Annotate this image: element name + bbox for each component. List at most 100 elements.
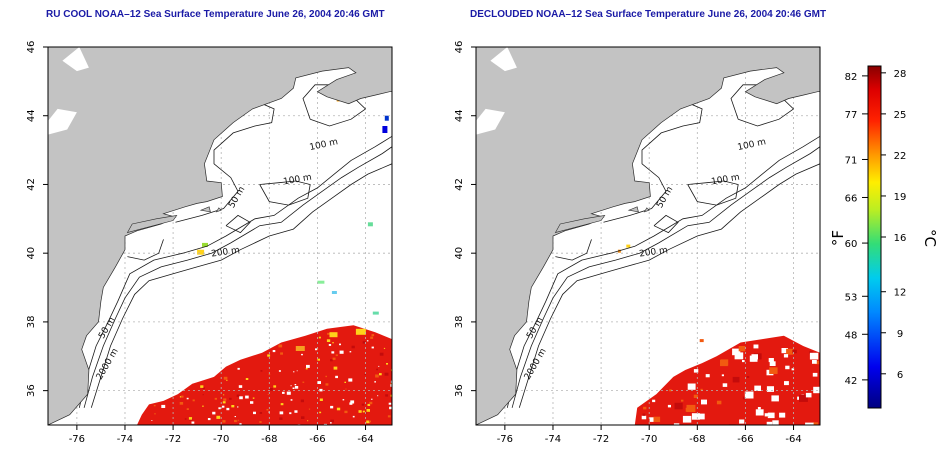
sst-speckle	[161, 404, 166, 408]
sst-speckle	[348, 378, 353, 382]
sst-speckle	[267, 354, 271, 357]
sst-speckle	[179, 402, 184, 405]
sst-speckle	[325, 383, 329, 386]
sst-patch	[295, 346, 305, 351]
sst-speckle	[305, 368, 308, 370]
y-tick-label: 44	[454, 109, 465, 122]
sst-speckle	[722, 383, 728, 387]
sst-speckle	[805, 392, 812, 398]
celsius-tick-label: 28	[894, 69, 907, 80]
depth-contour	[506, 135, 820, 408]
contour-label: 2000 m	[95, 347, 121, 382]
sst-speckle	[764, 413, 769, 417]
sst-speckle	[226, 379, 228, 381]
sst-speckle	[642, 413, 646, 416]
sst-speckle	[351, 345, 355, 349]
fahrenheit-tick-label: 42	[845, 376, 858, 387]
sst-speckle	[237, 367, 240, 370]
sst-speckle	[681, 399, 684, 402]
sst-speckle	[667, 404, 671, 408]
sst-speckle	[250, 401, 254, 404]
sst-speckle	[293, 371, 295, 373]
sst-speckle	[371, 334, 375, 337]
sst-speckle	[791, 368, 795, 371]
sst-patch	[384, 115, 389, 121]
sst-speckle	[331, 351, 335, 354]
sst-speckle-layer	[641, 344, 820, 425]
land-mass	[476, 47, 820, 425]
sst-speckle	[266, 409, 269, 411]
sst-speckle	[231, 405, 235, 408]
sst-speckle	[686, 404, 696, 412]
sst-speckle-layer	[151, 330, 392, 425]
sst-speckle	[330, 405, 334, 409]
depth-contour	[225, 214, 251, 234]
sst-speckle	[317, 358, 320, 361]
sst-speckle	[186, 397, 189, 400]
lake	[490, 47, 517, 72]
sst-speckle	[319, 411, 322, 414]
sst-speckle	[188, 417, 193, 420]
sst-speckle	[693, 394, 698, 398]
sst-speckle	[772, 420, 779, 425]
sst-speckle	[757, 407, 761, 410]
sst-patch	[202, 242, 208, 247]
sst-speckle	[383, 347, 386, 349]
sst-speckle	[792, 349, 797, 354]
sst-speckle	[330, 359, 333, 362]
sst-speckle	[192, 399, 195, 402]
colorbar-gradient	[867, 65, 882, 409]
sst-speckle	[330, 422, 332, 424]
sst-speckle	[316, 348, 319, 350]
sst-speckle	[207, 418, 211, 421]
sst-speckle	[742, 360, 745, 363]
sst-speckle	[330, 419, 334, 423]
x-tick-label: -76	[69, 434, 85, 445]
sst-speckle	[317, 381, 321, 384]
sst-speckle	[236, 394, 240, 397]
y-tick-label: 38	[454, 316, 465, 329]
sst-speckle	[349, 402, 353, 405]
sst-speckle	[716, 400, 722, 405]
sst-speckle	[767, 412, 775, 419]
warm-sst-region	[137, 325, 392, 425]
sst-speckle	[345, 388, 347, 390]
sst-speckle	[352, 415, 355, 418]
sst-speckle	[814, 360, 819, 365]
sst-speckle	[214, 397, 217, 400]
sst-patch	[329, 332, 338, 338]
depth-contour	[511, 146, 820, 408]
contour-label: 2000 m	[523, 347, 549, 382]
sst-speckle	[390, 394, 392, 397]
x-tick-label: -74	[545, 434, 561, 445]
sst-speckle	[369, 401, 373, 405]
y-tick-label: 38	[26, 316, 37, 329]
sst-speckle	[308, 408, 311, 410]
sst-speckle	[781, 348, 788, 354]
sst-speckle	[307, 420, 309, 422]
sst-speckle	[376, 368, 378, 371]
sst-speckle	[272, 350, 276, 353]
sst-speckle	[368, 420, 371, 423]
right-map-title: DECLOUDED NOAA–12 Sea Surface Temperatur…	[470, 9, 827, 20]
sst-speckle	[184, 418, 187, 420]
sst-speckle	[799, 394, 808, 402]
depth-contour	[127, 239, 164, 261]
lake	[48, 108, 77, 135]
sst-speckle	[154, 413, 156, 415]
sst-speckle	[375, 374, 379, 378]
island	[643, 207, 650, 213]
sst-patch	[699, 339, 704, 343]
sst-speckle	[374, 381, 376, 383]
sst-speckle	[766, 421, 773, 425]
x-tick-label: -72	[593, 434, 609, 445]
sst-speckle	[769, 367, 778, 374]
sst-speckle	[260, 370, 263, 372]
celsius-tick-label: 12	[894, 288, 907, 299]
sst-patch	[367, 222, 373, 227]
sst-speckle	[294, 386, 299, 389]
sst-speckle	[327, 332, 330, 335]
sst-speckle	[786, 348, 794, 355]
sst-speckle	[766, 386, 774, 392]
